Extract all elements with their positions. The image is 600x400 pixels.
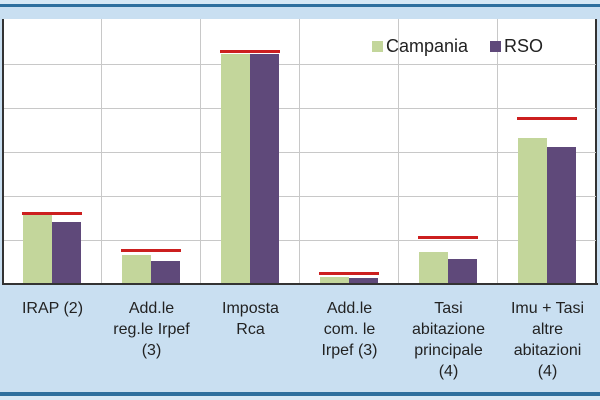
x-axis-label: Imposta Rca — [222, 300, 279, 338]
legend-swatch-rso — [490, 40, 502, 52]
bar-rso — [349, 278, 378, 284]
reference-line — [220, 50, 280, 53]
reference-line — [517, 117, 577, 120]
x-axis-label: IRAP (2) — [21, 300, 84, 317]
bar-rso — [547, 147, 576, 284]
h-gridline — [4, 152, 596, 153]
legend-label-campania: Campania — [386, 35, 469, 56]
bar-campania — [419, 252, 448, 284]
top-rule — [0, 4, 600, 7]
v-gridline — [299, 19, 300, 284]
h-gridline — [4, 64, 596, 65]
bottom-rule — [0, 392, 600, 396]
x-axis-label: Add.le reg.le Irpef (3) — [113, 300, 190, 359]
bar-campania — [23, 215, 52, 284]
bottom-strip — [0, 396, 600, 400]
v-gridline — [200, 19, 201, 284]
x-axis-label: Add.le com. le Irpef (3) — [321, 300, 378, 359]
bar-campania — [320, 277, 349, 284]
bar-rso — [448, 259, 477, 284]
reference-line — [319, 272, 379, 275]
v-gridline — [398, 19, 399, 284]
h-gridline — [4, 196, 596, 197]
reference-line — [121, 249, 181, 252]
bar-rso — [52, 222, 81, 284]
bar-campania — [518, 138, 547, 284]
reference-line — [418, 236, 478, 239]
legend-item-rso: RSO — [490, 36, 543, 57]
bar-campania — [221, 54, 250, 284]
x-axis-label: Tasi abitazione principale (4) — [412, 300, 485, 380]
legend-item-campania: Campania — [372, 36, 468, 57]
h-gridline — [4, 240, 596, 241]
bar-rso — [151, 261, 180, 284]
top-strip — [0, 0, 600, 4]
legend: Campania RSO — [372, 35, 565, 57]
legend-swatch-campania — [372, 40, 383, 52]
reference-line — [22, 212, 82, 215]
bar-campania — [122, 255, 151, 284]
v-gridline — [101, 19, 102, 284]
x-axis-label: Imu + Tasi altre abitazioni (4) — [510, 300, 585, 380]
x-axis-line — [2, 283, 598, 285]
bar-rso — [250, 54, 279, 284]
v-gridline — [497, 19, 498, 284]
h-gridline — [4, 108, 596, 109]
legend-label-rso: RSO — [504, 35, 544, 56]
